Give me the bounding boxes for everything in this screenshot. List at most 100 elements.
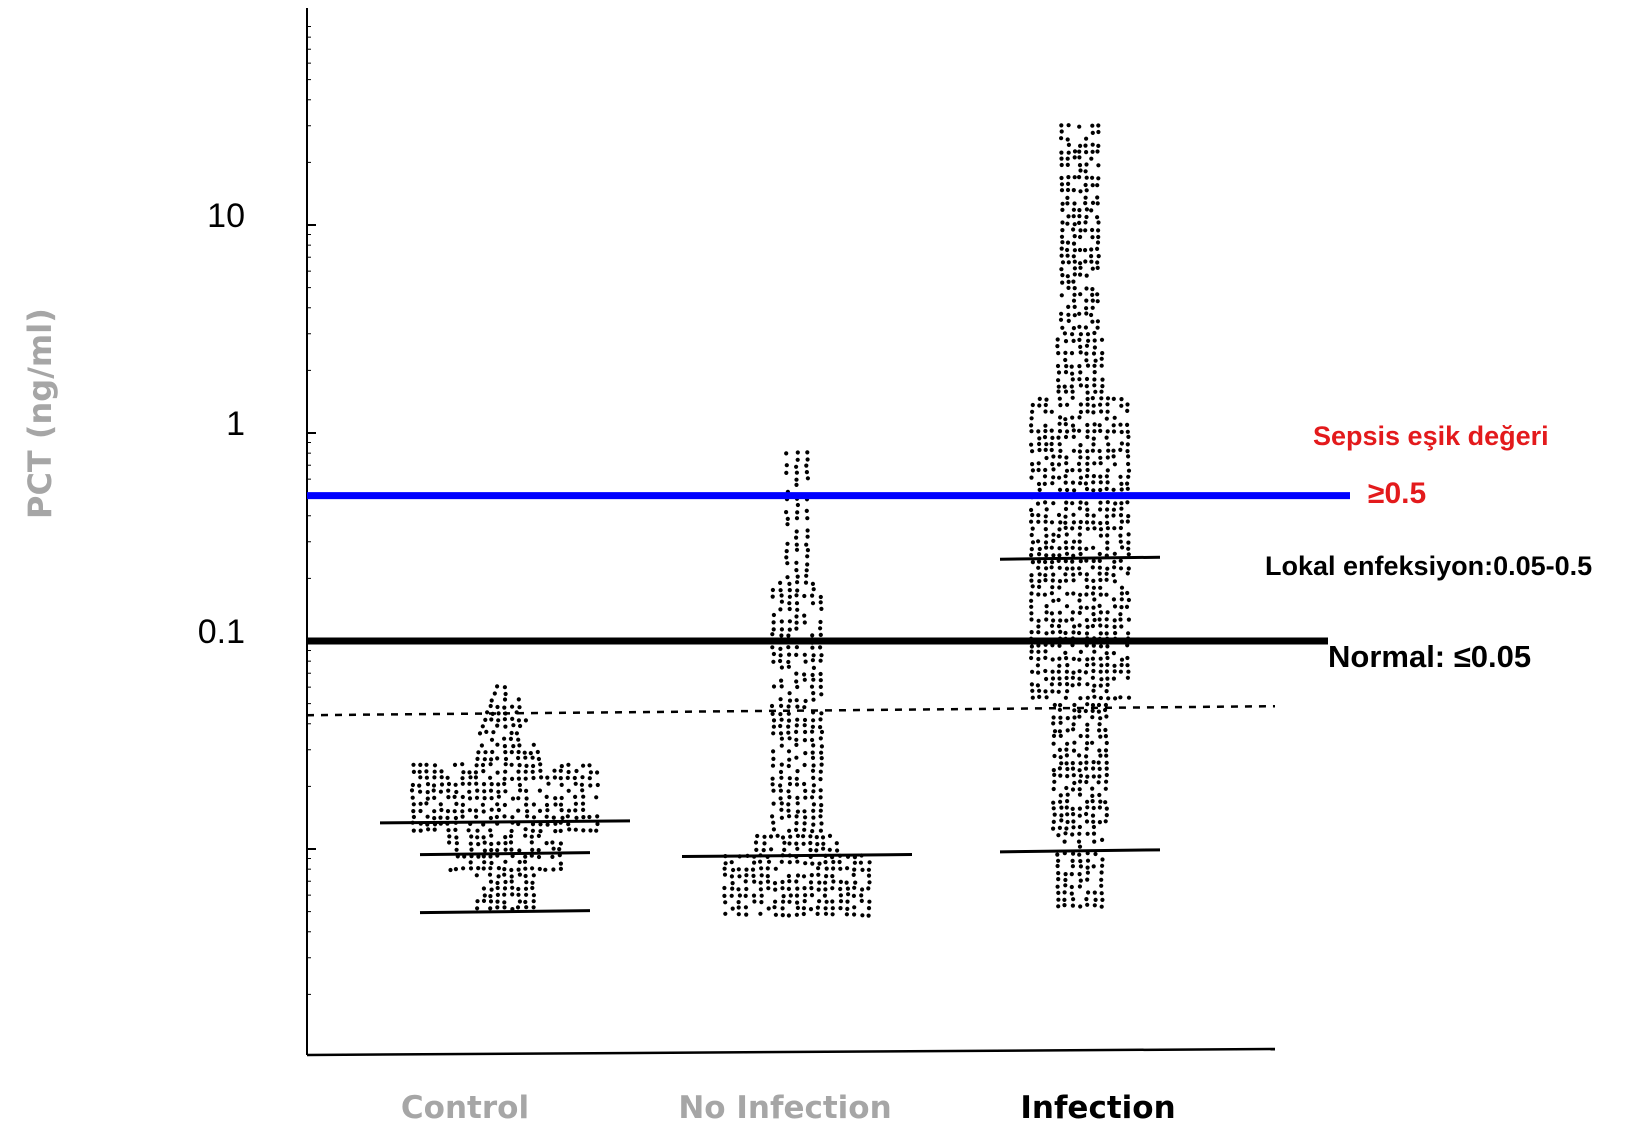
data-point xyxy=(489,833,494,838)
data-point xyxy=(1118,566,1124,571)
data-point xyxy=(1042,474,1048,479)
data-point xyxy=(535,749,540,755)
data-point xyxy=(1097,820,1102,825)
data-point xyxy=(787,619,793,624)
data-point xyxy=(801,911,806,917)
data-point xyxy=(779,593,784,598)
data-point xyxy=(502,781,507,787)
data-point xyxy=(1119,662,1124,668)
data-point xyxy=(1090,786,1095,791)
data-point xyxy=(1052,812,1057,817)
data-point xyxy=(558,828,563,834)
data-point xyxy=(1091,351,1097,356)
data-point xyxy=(508,840,514,845)
data-point xyxy=(794,568,799,573)
data-point xyxy=(1078,370,1083,375)
data-point xyxy=(489,698,494,703)
data-point xyxy=(495,723,500,728)
data-point xyxy=(859,898,864,904)
data-point xyxy=(1036,618,1041,623)
data-point xyxy=(803,893,808,898)
data-point xyxy=(1043,540,1049,545)
data-point xyxy=(1056,877,1061,882)
data-point xyxy=(496,866,501,871)
local-infection-label: Lokal enfeksiyon:0.05-0.5 xyxy=(1265,551,1593,581)
data-point xyxy=(446,788,451,793)
data-point xyxy=(1077,124,1082,129)
data-point xyxy=(1065,162,1070,167)
data-point xyxy=(1112,663,1117,668)
data-point xyxy=(1111,429,1117,434)
data-point xyxy=(553,802,558,807)
data-point xyxy=(1044,507,1049,512)
data-point xyxy=(1030,462,1035,467)
data-point xyxy=(795,450,800,455)
data-point xyxy=(431,788,436,793)
data-point xyxy=(1096,176,1101,181)
data-point xyxy=(489,860,494,866)
data-point xyxy=(795,886,800,891)
data-point xyxy=(1098,527,1104,532)
data-point xyxy=(1106,442,1111,447)
data-point xyxy=(1084,175,1089,180)
data-point xyxy=(794,841,799,846)
data-point xyxy=(523,854,528,859)
data-point xyxy=(1105,396,1111,401)
data-point xyxy=(1085,624,1090,630)
data-point xyxy=(794,755,799,760)
data-point xyxy=(1104,669,1109,674)
data-point xyxy=(1077,449,1082,454)
data-point xyxy=(1104,474,1109,479)
data-point xyxy=(1077,792,1083,797)
data-point xyxy=(758,911,763,916)
data-point xyxy=(467,781,472,786)
data-point xyxy=(852,905,857,910)
data-point xyxy=(516,749,521,755)
data-point xyxy=(802,809,807,814)
data-point xyxy=(558,768,563,773)
data-point xyxy=(794,547,800,552)
data-point xyxy=(1057,553,1062,558)
data-point xyxy=(1084,501,1089,506)
data-point xyxy=(1103,748,1109,753)
data-point xyxy=(1049,441,1054,447)
data-point xyxy=(729,860,734,865)
reference-lines xyxy=(306,492,1350,717)
data-point xyxy=(852,860,858,865)
data-point xyxy=(1098,592,1103,597)
data-point xyxy=(1085,902,1090,907)
data-point xyxy=(1069,384,1074,389)
data-point xyxy=(432,763,438,768)
quartile-line xyxy=(379,819,631,825)
data-point xyxy=(1098,631,1103,636)
data-point xyxy=(814,848,819,853)
data-point xyxy=(1070,559,1075,564)
data-point xyxy=(787,841,792,846)
data-point xyxy=(558,866,564,872)
data-point xyxy=(1037,447,1042,453)
data-point xyxy=(795,717,800,722)
data-point xyxy=(844,912,850,917)
data-point xyxy=(1036,467,1041,473)
data-point xyxy=(1085,858,1091,863)
data-point xyxy=(1057,825,1062,831)
axes xyxy=(306,8,1276,1057)
data-point xyxy=(1035,501,1041,506)
data-point xyxy=(1093,897,1098,903)
data-point xyxy=(573,781,578,786)
data-point xyxy=(516,886,521,892)
data-point xyxy=(820,835,826,840)
data-point xyxy=(1044,610,1049,615)
data-point xyxy=(1071,630,1076,635)
data-point xyxy=(1071,520,1076,525)
data-point xyxy=(1078,455,1083,460)
data-point xyxy=(558,861,564,866)
data-point xyxy=(511,723,516,728)
data-point xyxy=(1063,630,1068,636)
data-point xyxy=(1085,877,1090,882)
data-point xyxy=(1092,890,1097,895)
data-point xyxy=(1029,532,1034,538)
data-point xyxy=(1126,597,1131,603)
data-point xyxy=(1066,318,1071,323)
data-point xyxy=(1098,507,1103,512)
